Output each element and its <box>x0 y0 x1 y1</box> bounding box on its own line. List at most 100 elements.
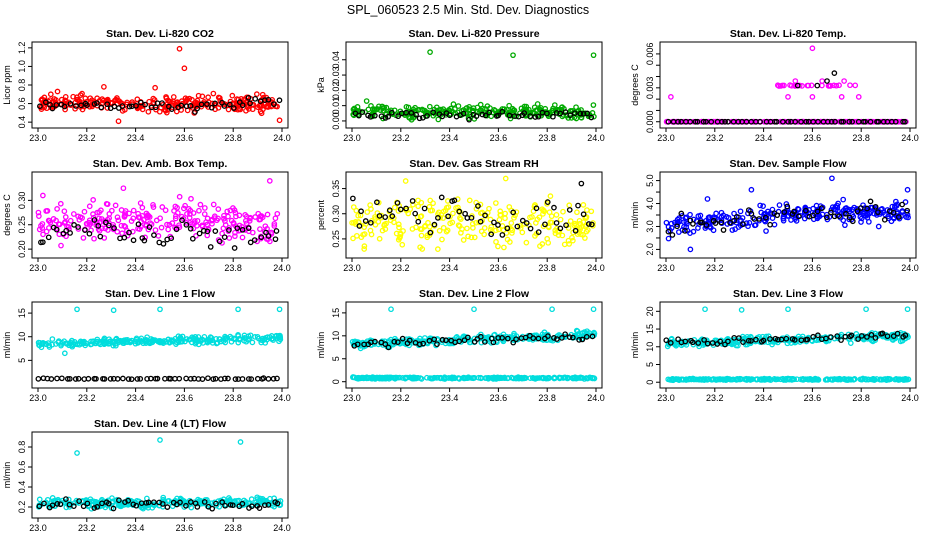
data-point <box>445 204 452 210</box>
data-point <box>583 228 590 235</box>
overlay-point <box>438 194 445 201</box>
data-points <box>35 178 281 251</box>
data-point <box>114 338 121 344</box>
y-axis-label: degrees C <box>630 64 640 106</box>
data-point <box>118 207 125 213</box>
overlay-point <box>210 376 217 382</box>
overlay-point <box>895 214 902 220</box>
overlay-point <box>775 336 781 343</box>
overlay-point <box>424 113 430 119</box>
data-point <box>264 334 271 340</box>
data-point <box>579 374 586 381</box>
plot-frame <box>659 301 917 389</box>
overlay-point <box>110 505 117 512</box>
x-tick-label: 23.8 <box>224 133 242 143</box>
overlay-point <box>225 375 231 382</box>
data-point <box>191 218 198 224</box>
data-point <box>196 207 202 214</box>
data-point <box>81 208 88 215</box>
overlay-point <box>187 103 194 109</box>
overlay-point <box>473 113 480 119</box>
data-point <box>865 376 872 383</box>
plot-frame <box>31 301 289 389</box>
chart-panel-3: Stan. Dev. Li-820 Temp. degrees C 23.0 23.2… <box>630 28 919 143</box>
chart-title: Stan. Dev. Amb. Box Temp. <box>93 158 228 170</box>
data-point <box>559 104 566 110</box>
data-point <box>106 220 112 227</box>
data-point <box>488 224 495 230</box>
data-point <box>377 107 384 114</box>
overlay-point <box>183 375 189 382</box>
overlay-point <box>391 338 398 345</box>
data-point <box>485 375 492 382</box>
data-point <box>38 344 45 351</box>
data-point <box>664 343 671 350</box>
x-tick-label: 24.0 <box>273 263 291 273</box>
data-point <box>274 210 281 217</box>
x-tick-label: 23.4 <box>755 263 773 273</box>
overlay-point <box>551 204 557 211</box>
overlay-point <box>674 223 680 230</box>
data-point <box>239 234 246 241</box>
overlay-point <box>504 335 511 342</box>
overlay-point <box>499 335 505 341</box>
overlay-point <box>542 221 548 228</box>
data-point <box>114 228 121 235</box>
overlay-point <box>222 502 228 509</box>
data-point <box>258 337 264 343</box>
data-point <box>264 211 271 218</box>
outlier-point <box>276 306 283 313</box>
data-point <box>507 115 514 122</box>
outlier-point <box>510 52 516 59</box>
data-point <box>391 219 397 226</box>
x-tick-label: 23.6 <box>176 133 194 143</box>
overlay-point <box>862 118 868 125</box>
data-point <box>226 235 233 241</box>
overlay-point <box>183 221 190 228</box>
chart-title: Stan. Dev. Line 1 Flow <box>105 288 216 300</box>
overlay-point <box>815 118 821 125</box>
data-point <box>145 213 151 220</box>
data-point <box>470 105 477 111</box>
overlay-point <box>879 330 886 337</box>
overlay-point <box>510 339 517 346</box>
overlay-point <box>194 105 201 112</box>
outlier-point <box>738 307 745 313</box>
overlay-point <box>566 207 573 213</box>
overlay-point <box>187 499 194 505</box>
data-point <box>134 96 141 103</box>
overlay-point <box>858 333 865 339</box>
data-point <box>62 214 69 220</box>
data-point <box>434 374 441 381</box>
data-point <box>252 214 259 220</box>
y-tick-label: 0.2 <box>17 501 27 514</box>
outlier-point <box>120 185 127 192</box>
overlay-point <box>580 211 587 218</box>
overlay-point <box>403 109 409 116</box>
chart-panel-2: Stan. Dev. Li-820 Pressure kPa 23.0 23.2 23.… <box>316 28 605 143</box>
overlay-point <box>372 112 378 119</box>
data-point <box>439 236 445 243</box>
overlay-point <box>63 496 69 502</box>
outlier-point <box>235 306 241 313</box>
overlay-point <box>872 203 879 210</box>
overlay-point <box>53 226 60 233</box>
overlay-point <box>93 375 99 382</box>
overlay-point <box>815 332 821 339</box>
y-tick-label: 0.20 <box>17 240 27 258</box>
data-point <box>243 107 249 114</box>
data-point <box>460 237 467 243</box>
data-point <box>106 211 113 217</box>
overlay-point <box>810 212 816 219</box>
overlay-point <box>849 118 855 125</box>
data-point <box>271 223 278 229</box>
overlay-point <box>408 110 415 116</box>
data-point <box>232 209 239 216</box>
overlay-point <box>521 110 528 116</box>
chart-title: Stan. Dev. Line 2 Flow <box>419 288 530 300</box>
data-point <box>588 208 595 215</box>
y-tick-label: 0.8 <box>17 441 27 454</box>
overlay-point <box>73 103 79 109</box>
overlay-point <box>577 110 584 117</box>
